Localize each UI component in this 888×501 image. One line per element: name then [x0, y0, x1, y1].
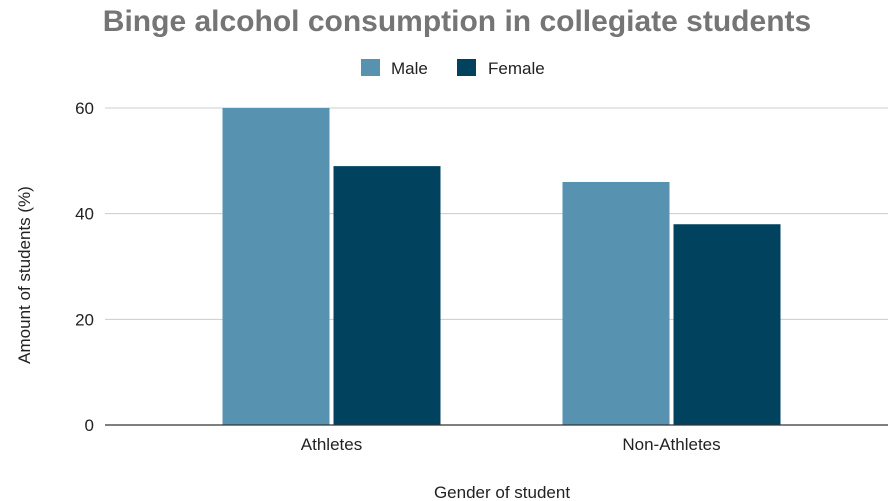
- bar-male-athletes: [222, 108, 330, 425]
- legend-label-female: Female: [488, 59, 545, 78]
- y-tick-label: 40: [75, 205, 94, 224]
- y-tick-label: 60: [75, 99, 94, 118]
- y-axis-tick-labels: 0 20 40 60: [75, 99, 94, 435]
- bar-female-athletes: [333, 166, 441, 425]
- bar-female-non-athletes: [673, 224, 781, 425]
- x-tick-label: Athletes: [301, 435, 362, 454]
- x-tick-label: Non-Athletes: [622, 435, 720, 454]
- legend-swatch-male: [361, 59, 380, 76]
- x-axis-tick-labels: Athletes Non-Athletes: [301, 435, 721, 454]
- legend-swatch-female: [457, 59, 476, 76]
- chart-title: Binge alcohol consumption in collegiate …: [103, 5, 811, 38]
- legend: Male Female: [361, 59, 545, 78]
- bars: [222, 108, 781, 425]
- bar-male-non-athletes: [562, 181, 670, 425]
- y-tick-label: 20: [75, 310, 94, 329]
- x-axis-label: Gender of student: [434, 483, 570, 501]
- legend-label-male: Male: [391, 59, 428, 78]
- y-tick-label: 0: [85, 416, 94, 435]
- y-axis-label: Amount of students (%): [15, 186, 34, 364]
